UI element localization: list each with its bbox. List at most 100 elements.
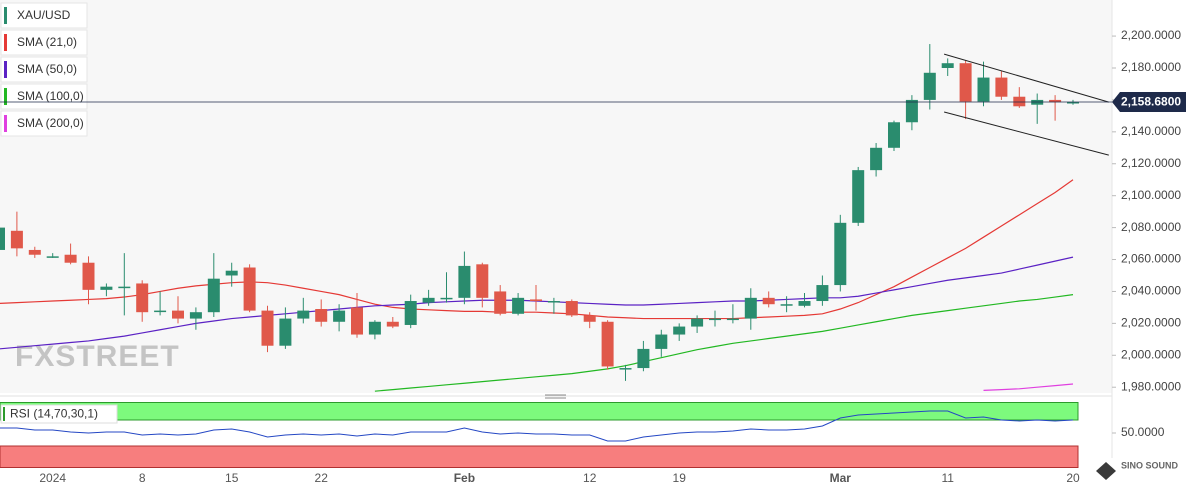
candle-body	[386, 321, 399, 327]
rsi-zones	[0, 402, 1079, 468]
candle-body	[0, 227, 5, 250]
logo-icon	[1096, 462, 1116, 480]
x-tick-label: 12	[583, 471, 597, 485]
candle-body	[923, 72, 936, 100]
candle-body	[422, 297, 435, 303]
x-tick-label: Feb	[454, 471, 475, 485]
last-price-label: 2,158.6800	[1121, 95, 1181, 109]
sma-line	[0, 179, 1074, 320]
legend-swatch	[4, 88, 7, 105]
candle-body	[852, 170, 865, 223]
legend-label: XAU/USD	[17, 8, 71, 22]
x-tick-label: 19	[673, 471, 687, 485]
candle-body	[172, 310, 184, 319]
trendline	[943, 111, 1109, 156]
candle-body	[207, 278, 220, 313]
legend-box	[0, 56, 88, 83]
candle-body	[726, 318, 739, 321]
legend-label: SMA (50,0)	[17, 62, 77, 76]
rsi-plot	[0, 410, 1074, 442]
sma-line	[374, 294, 1074, 392]
legend-box	[0, 83, 88, 110]
candle-body	[243, 267, 256, 311]
candle-body	[512, 297, 525, 314]
candle-body	[762, 297, 775, 305]
y-tick-label: 2,060.0000	[1121, 252, 1181, 266]
rsi-tick-label: 50.0000	[1121, 425, 1165, 439]
candle-body	[494, 291, 507, 314]
candle-body	[941, 63, 954, 68]
candle-body	[816, 285, 829, 302]
candle-body	[834, 222, 847, 286]
candle-body	[476, 264, 489, 298]
candle-body	[279, 318, 292, 346]
candle-body	[798, 301, 811, 306]
candle-body	[959, 63, 972, 102]
candle-body	[225, 270, 238, 276]
rsi-line	[0, 410, 1074, 442]
candle-body	[64, 254, 77, 263]
overbought-zone	[0, 402, 1079, 421]
candle-body	[691, 318, 704, 327]
candle-body	[136, 283, 149, 313]
legend-swatch	[4, 34, 7, 51]
candle-body	[368, 321, 381, 335]
candle-body	[780, 304, 793, 306]
candle-body	[709, 318, 721, 321]
y-tick-label: 1,980.0000	[1121, 379, 1181, 393]
legend-swatch	[4, 7, 7, 24]
candle-body	[154, 310, 167, 313]
candle-body	[28, 249, 41, 255]
legend-swatch	[4, 115, 7, 132]
candle-body	[530, 299, 542, 302]
candle-body	[315, 309, 328, 322]
legend-box	[0, 404, 118, 424]
candle-body	[744, 297, 757, 319]
y-tick-label: 2,200.0000	[1121, 28, 1181, 42]
y-tick-label: 2,180.0000	[1121, 60, 1181, 74]
candle-body	[100, 286, 113, 290]
legend-swatch	[4, 61, 7, 78]
legend-box	[0, 110, 88, 137]
rsi-title: RSI (14,70,30,1)	[10, 407, 98, 421]
y-tick-label: 2,000.0000	[1121, 347, 1181, 361]
candle-body	[297, 310, 310, 319]
legend: RSI (14,70,30,1) XAU/USD SMA (21,0) SMA (50…	[0, 2, 118, 424]
last-price-badge	[1112, 92, 1186, 113]
x-tick-label: 22	[315, 471, 329, 485]
candle-body	[333, 310, 346, 322]
candle-body	[10, 230, 23, 249]
candle-body	[995, 77, 1008, 97]
candle-body	[637, 348, 650, 369]
candle-body	[118, 286, 131, 289]
candle-body	[619, 368, 632, 370]
candle-body	[905, 99, 918, 123]
legend-label: SMA (200,0)	[17, 116, 84, 130]
candle-body	[565, 301, 578, 316]
candle-body	[888, 122, 900, 148]
legend-box	[0, 29, 88, 56]
candle-body	[870, 147, 883, 171]
candle-body	[977, 77, 990, 102]
candle-body	[46, 256, 59, 258]
y-tick-label: 2,040.0000	[1121, 284, 1181, 298]
price-pane	[0, 0, 1112, 393]
y-tick-label: 2,080.0000	[1121, 220, 1181, 234]
candle-body	[1013, 96, 1026, 107]
price-plot	[0, 44, 1109, 392]
candle-body	[601, 321, 614, 367]
x-tick-label: 15	[225, 471, 239, 485]
y-tick-label: 2,020.0000	[1121, 316, 1181, 330]
legend-label: SMA (100,0)	[17, 89, 84, 103]
candle-body	[189, 312, 202, 319]
y-tick-label: 2,100.0000	[1121, 188, 1181, 202]
candle-body	[673, 326, 686, 335]
candle-body	[583, 315, 596, 322]
x-tick-label: Mar	[830, 471, 852, 485]
x-tick-label: 2024	[39, 471, 66, 485]
candle-body	[458, 265, 471, 298]
legend-box	[0, 2, 88, 29]
x-tick-label: 11	[941, 471, 954, 485]
